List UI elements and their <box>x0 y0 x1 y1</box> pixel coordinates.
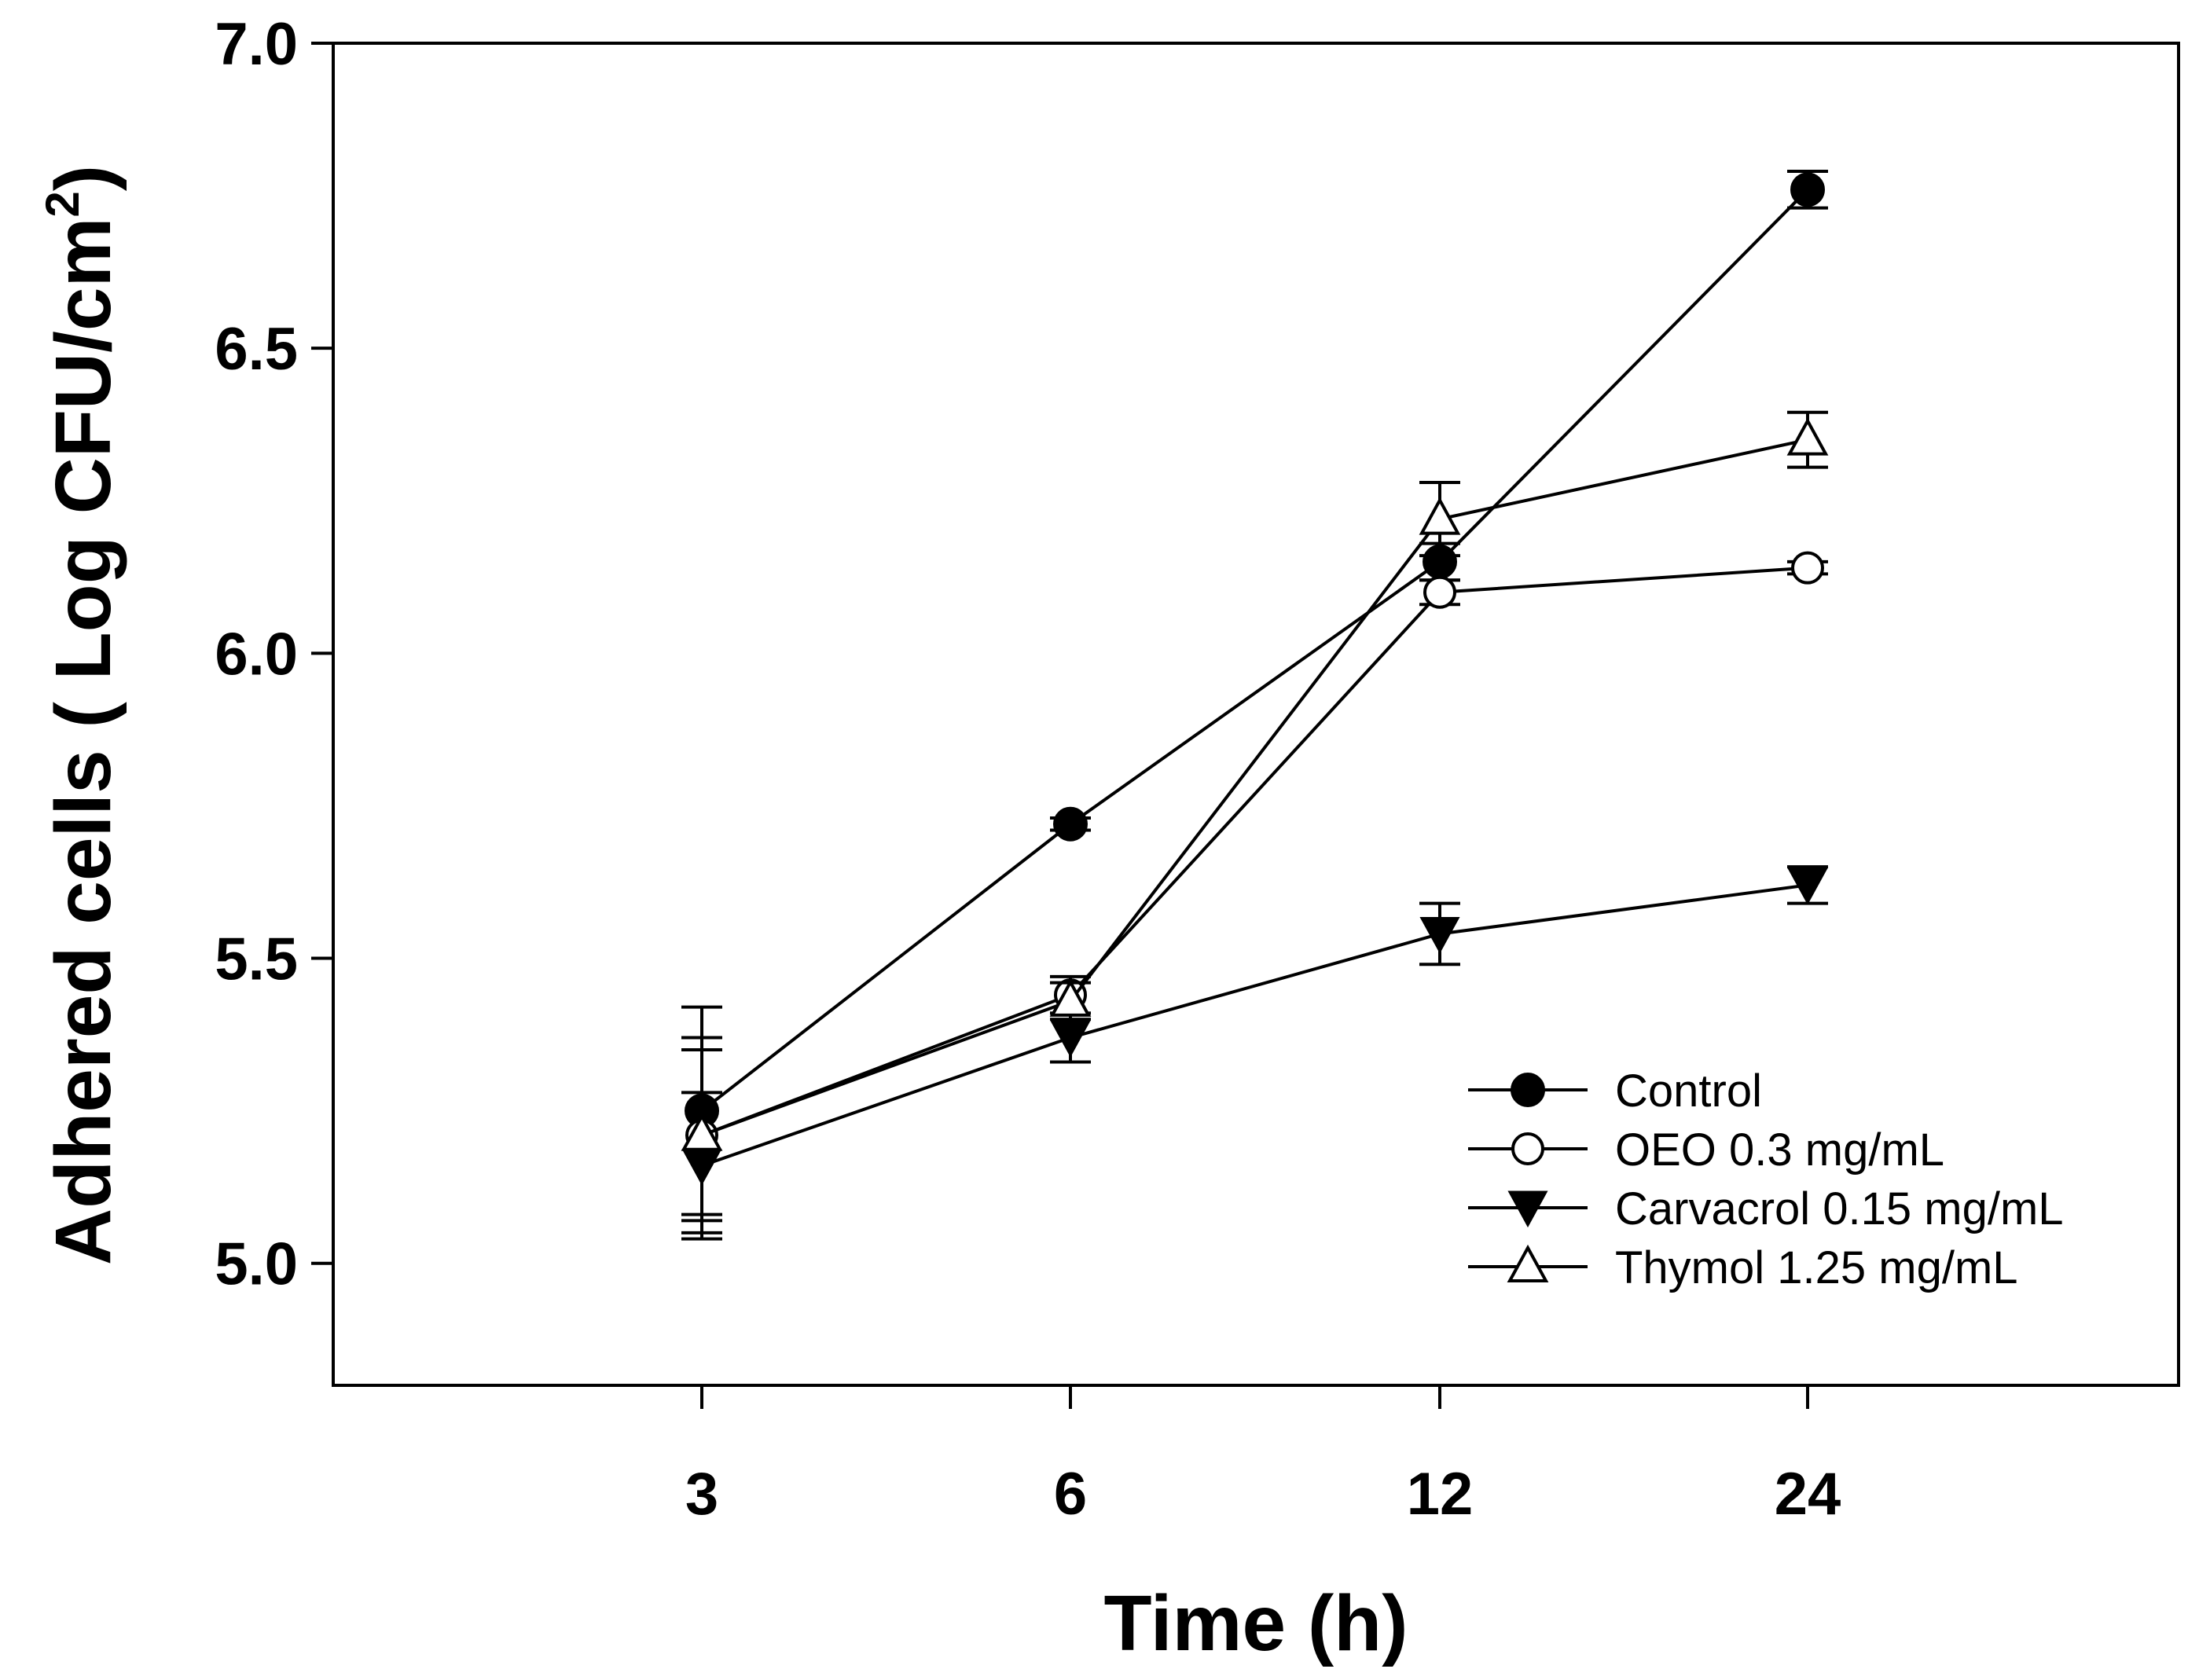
data-point <box>681 1113 723 1151</box>
y-axis-title-close: ) <box>39 165 127 191</box>
y-tick-label: 7.0 <box>215 11 298 78</box>
series-line <box>701 438 1808 1137</box>
x-axis-ticks: 3 6 12 24 <box>685 1385 1841 1528</box>
legend-label: Thymol 1.25 mg/mL <box>1615 1242 2018 1293</box>
data-point <box>1053 806 1088 842</box>
data-point <box>1787 868 1828 905</box>
data-point <box>1791 551 1824 585</box>
data-point <box>1049 978 1092 1017</box>
legend-marker <box>1507 1244 1549 1282</box>
legend-label: OEO 0.3 mg/mL <box>1615 1124 1944 1176</box>
y-tick-label: 6.0 <box>215 621 298 688</box>
data-point <box>1790 172 1825 207</box>
series-1 <box>681 170 1828 1216</box>
legend-label: Control <box>1615 1066 1762 1117</box>
legend-item: Carvacrol 0.15 mg/mL <box>1468 1183 2064 1234</box>
data-point <box>1786 417 1829 456</box>
data-point <box>1419 916 1460 954</box>
series-line <box>701 883 1808 1168</box>
plot-frame <box>332 42 2180 1387</box>
legend: Control OEO 0.3 mg/mL Carvacrol 0.15 mg/mL… <box>1468 1066 2064 1293</box>
x-axis-title: Time (h) <box>1103 1579 1408 1667</box>
x-tick-label: 24 <box>1775 1461 1841 1528</box>
y-tick-label: 5.0 <box>215 1231 298 1298</box>
legend-item: OEO 0.3 mg/mL <box>1468 1124 1944 1176</box>
y-axis-title-main: Adhered cells ( Log CFU/cm <box>39 218 127 1266</box>
x-tick-label: 12 <box>1407 1461 1474 1528</box>
series-4 <box>681 410 1829 1223</box>
legend-item: Thymol 1.25 mg/mL <box>1468 1242 2018 1293</box>
data-point <box>1050 1020 1091 1058</box>
y-axis-title-superscript: 2 <box>36 191 89 217</box>
x-tick-label: 6 <box>1054 1461 1087 1528</box>
y-tick-label: 5.5 <box>215 926 298 993</box>
legend-marker <box>1507 1190 1548 1228</box>
y-tick-label: 6.5 <box>215 316 298 383</box>
legend-marker <box>1511 1132 1544 1165</box>
series-line <box>700 188 1809 1113</box>
series-line <box>701 566 1808 1137</box>
y-axis-ticks: 5.0 5.5 6.0 6.5 7.0 <box>215 11 333 1298</box>
series-layer <box>681 170 1829 1241</box>
data-point <box>1419 497 1461 535</box>
legend-marker <box>1511 1073 1545 1107</box>
y-axis-title: Adhered cells ( Log CFU/cm2) <box>36 165 127 1265</box>
legend-item: Control <box>1468 1066 1762 1117</box>
x-tick-label: 3 <box>685 1461 718 1528</box>
data-point <box>1423 575 1456 609</box>
legend-label: Carvacrol 0.15 mg/mL <box>1615 1183 2064 1234</box>
